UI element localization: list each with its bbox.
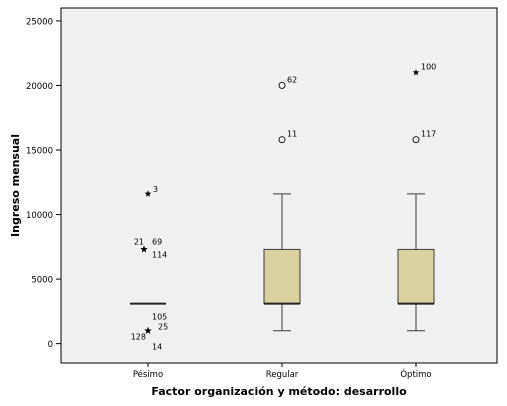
outlier-label: 114 bbox=[152, 250, 167, 259]
outlier-circle bbox=[278, 82, 286, 89]
outlier-star bbox=[140, 245, 148, 253]
outlier-label: 128 bbox=[131, 333, 146, 342]
outlier-circle bbox=[412, 136, 420, 144]
outlier-label: 69 bbox=[152, 237, 162, 246]
x-tick-label: Óptimo bbox=[400, 368, 431, 380]
x-tick-label: Pésimo bbox=[133, 369, 163, 380]
outlier-star bbox=[144, 190, 152, 197]
outlier-star bbox=[144, 327, 152, 334]
outlier-label: 21 bbox=[134, 237, 144, 246]
box-Regular: 62 11 bbox=[263, 75, 301, 332]
x-axis-label: Factor organización y método: desarrollo bbox=[151, 385, 407, 398]
outlier-label: 14 bbox=[152, 343, 162, 352]
y-tick-label: 25000 bbox=[26, 17, 53, 27]
y-tick-label: 0 bbox=[48, 340, 53, 350]
box-Óptimo: 100 117 bbox=[397, 63, 436, 332]
y-axis: 0 5000 10000 15000 20000 25000 bbox=[26, 17, 61, 350]
y-tick-label: 5000 bbox=[31, 276, 53, 286]
y-axis-label: Ingreso mensual bbox=[9, 134, 22, 237]
y-tick-label: 20000 bbox=[26, 82, 53, 92]
y-tick-label: 10000 bbox=[26, 211, 53, 221]
outlier-label: 3 bbox=[153, 185, 158, 194]
x-axis: Pésimo Regular Óptimo bbox=[133, 363, 432, 380]
outlier-circle bbox=[278, 136, 286, 144]
outlier-star bbox=[412, 68, 420, 76]
iqr-box bbox=[397, 248, 435, 305]
iqr-box bbox=[263, 248, 301, 305]
plot-area bbox=[60, 7, 498, 364]
outlier-label: 11 bbox=[287, 130, 297, 139]
outlier-label: 25 bbox=[158, 323, 168, 332]
y-tick-label: 15000 bbox=[26, 147, 53, 157]
outlier-label: 117 bbox=[421, 130, 436, 139]
outlier-label: 100 bbox=[421, 63, 436, 72]
x-tick-label: Regular bbox=[266, 370, 299, 380]
outlier-label: 62 bbox=[287, 75, 297, 84]
outlier-label: 105 bbox=[152, 313, 167, 322]
